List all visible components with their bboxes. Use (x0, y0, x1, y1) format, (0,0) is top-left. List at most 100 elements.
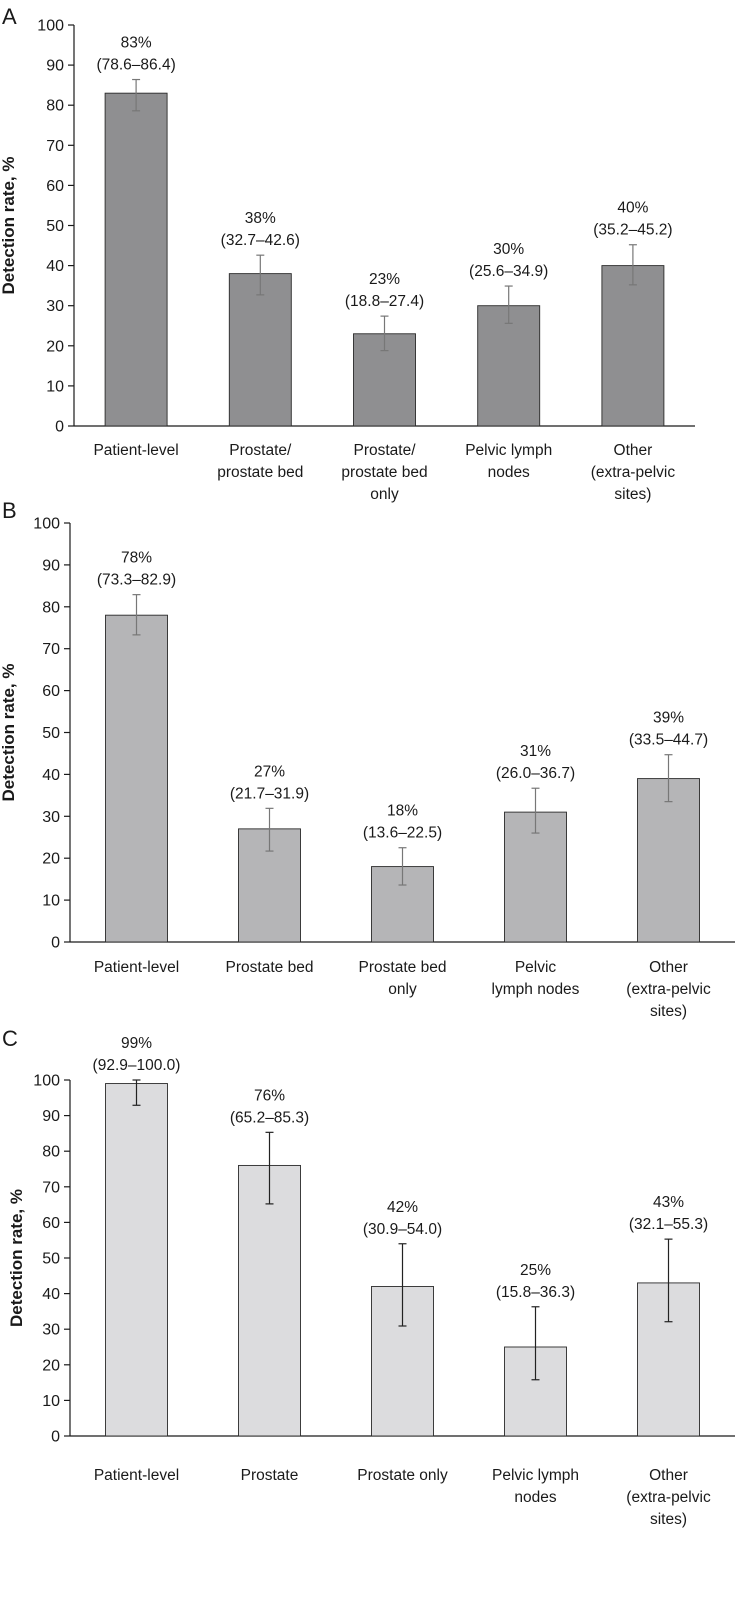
x-category-label: Pelvic lymph (492, 1467, 579, 1484)
y-tick-label: 40 (42, 767, 60, 784)
data-label: (35.2–45.2) (593, 222, 672, 239)
data-label: 42% (387, 1199, 418, 1216)
data-label: (65.2–85.3) (230, 1109, 309, 1126)
bar (105, 614, 168, 943)
x-category-label: only (370, 486, 399, 503)
y-tick-label: 0 (55, 419, 64, 436)
data-label: 99% (121, 1035, 152, 1052)
x-category-label: Other (649, 959, 688, 976)
x-category-label: (extra-pelvic (626, 981, 711, 998)
x-category-label: Patient-level (94, 1467, 179, 1484)
x-category-label: Prostate (241, 1467, 299, 1484)
bar (637, 778, 700, 943)
x-category-label: nodes (488, 464, 530, 481)
y-tick-label: 30 (42, 1322, 60, 1339)
y-tick-label: 80 (42, 599, 60, 616)
data-label: (15.8–36.3) (496, 1284, 575, 1301)
y-tick-label: 90 (42, 1108, 60, 1125)
chart-panel-a: A 0 10 20 30 40 50 60 70 80 90 100 Detection rate, %… (0, 4, 695, 503)
y-tick-label: 80 (46, 98, 64, 115)
y-tick-label: 90 (42, 557, 60, 574)
y-tick-label: 30 (42, 809, 60, 826)
panel-letter: B (2, 498, 17, 523)
x-category-label: lymph nodes (492, 981, 580, 998)
y-tick-label: 30 (46, 298, 64, 315)
x-category-label: only (388, 981, 417, 998)
y-tick-label: 70 (42, 641, 60, 658)
data-label: 18% (387, 803, 418, 820)
data-label: 76% (254, 1087, 285, 1104)
data-label: (32.7–42.6) (221, 232, 300, 249)
data-label: 43% (653, 1194, 684, 1211)
y-tick-label: 60 (46, 178, 64, 195)
data-label: (26.0–36.7) (496, 765, 575, 782)
y-axis-label: Detection rate, % (7, 1189, 26, 1327)
bar (601, 265, 665, 427)
data-label: (32.1–55.3) (629, 1216, 708, 1233)
data-label: (33.5–44.7) (629, 732, 708, 749)
y-tick-label: 100 (37, 18, 64, 35)
chart-panel-b: B 0 10 20 30 40 50 60 70 80 90 100 Detection rate, %… (0, 498, 735, 1020)
y-tick-label: 40 (42, 1286, 60, 1303)
bar (228, 273, 292, 427)
data-label: (13.6–22.5) (363, 825, 442, 842)
x-category-label: Pelvic (515, 959, 557, 976)
x-category-label: Prostate/ (229, 442, 292, 459)
x-category-label: (extra-pelvic (626, 1489, 711, 1506)
data-label: 30% (493, 241, 524, 258)
y-tick-label: 10 (42, 893, 60, 910)
data-label: 38% (245, 210, 276, 227)
data-label: (30.9–54.0) (363, 1221, 442, 1238)
y-tick-label: 60 (42, 683, 60, 700)
x-category-label: sites) (650, 1511, 687, 1528)
y-tick-label: 20 (42, 1357, 60, 1374)
x-category-label: Prostate bed (226, 959, 314, 976)
data-label: 39% (653, 710, 684, 727)
data-label: (73.3–82.9) (97, 572, 176, 589)
x-category-label: prostate bed (341, 464, 427, 481)
data-label: (18.8–27.4) (345, 293, 424, 310)
bar (104, 92, 168, 427)
panel-letter: C (2, 1026, 18, 1051)
y-tick-label: 50 (42, 725, 60, 742)
x-category-label: prostate bed (217, 464, 303, 481)
x-category-label: Patient-level (93, 442, 178, 459)
x-category-label: nodes (514, 1489, 556, 1506)
chart-panel-c: C 0 10 20 30 40 50 60 70 80 90 100 Detection rate, %… (2, 1026, 735, 1528)
y-tick-label: 50 (46, 218, 64, 235)
x-category-label: Prostate bed (359, 959, 447, 976)
data-label: 83% (121, 35, 152, 52)
x-category-label: Other (649, 1467, 688, 1484)
x-category-label: Prostate only (357, 1467, 448, 1484)
data-label: 25% (520, 1262, 551, 1279)
y-tick-label: 90 (46, 58, 64, 75)
y-tick-label: 20 (46, 338, 64, 355)
y-axis-label: Detection rate, % (0, 664, 18, 802)
data-label: 27% (254, 763, 285, 780)
data-label: 23% (369, 271, 400, 288)
data-label: (21.7–31.9) (230, 785, 309, 802)
panel-letter: A (2, 4, 17, 29)
y-tick-label: 50 (42, 1251, 60, 1268)
bar (105, 1083, 168, 1437)
y-tick-label: 0 (51, 935, 60, 952)
y-tick-label: 0 (51, 1429, 60, 1446)
y-tick-label: 40 (46, 258, 64, 275)
bar (477, 305, 541, 427)
data-label: (78.6–86.4) (96, 57, 175, 74)
x-category-label: Patient-level (94, 959, 179, 976)
data-label: (25.6–34.9) (469, 263, 548, 280)
y-axis-label: Detection rate, % (0, 157, 18, 295)
x-category-label: Other (614, 442, 653, 459)
y-tick-label: 10 (42, 1393, 60, 1410)
data-label: 40% (617, 200, 648, 217)
y-tick-label: 20 (42, 851, 60, 868)
y-tick-label: 10 (46, 378, 64, 395)
x-category-label: sites) (614, 486, 651, 503)
data-label: 78% (121, 550, 152, 567)
x-category-label: Pelvic lymph (465, 442, 552, 459)
y-tick-label: 100 (33, 516, 60, 533)
y-tick-label: 100 (33, 1073, 60, 1090)
x-category-label: sites) (650, 1003, 687, 1020)
